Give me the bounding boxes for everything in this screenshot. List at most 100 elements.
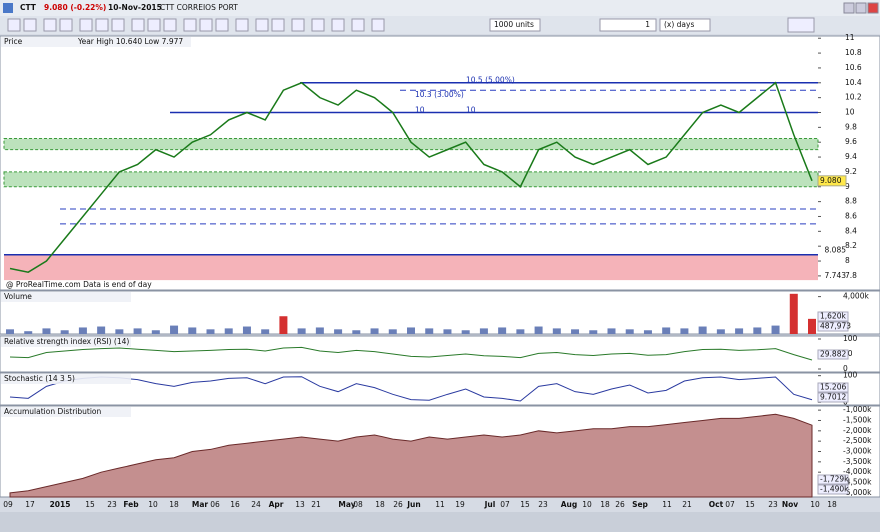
readout-box xyxy=(817,484,849,495)
volume-bar xyxy=(115,329,124,334)
tool-icons xyxy=(7,17,815,33)
volume-bar xyxy=(808,318,816,334)
tool-button[interactable] xyxy=(79,18,93,32)
level-label: 8.085 xyxy=(825,246,847,255)
panel-title: Relative strength index (RSI) (14) xyxy=(4,337,129,346)
y-tick-label: -5,000k xyxy=(843,488,872,497)
panel-header xyxy=(1,292,131,302)
volume-bar xyxy=(60,330,69,334)
volume-bar xyxy=(716,329,725,334)
tool-button[interactable] xyxy=(111,18,125,32)
x-tick-label: 23 xyxy=(107,500,117,509)
chart-type-button[interactable] xyxy=(787,17,815,33)
tool-button[interactable] xyxy=(371,18,385,32)
units: 1000 units xyxy=(494,20,534,29)
tool-button[interactable] xyxy=(311,18,325,32)
y-tick-label: -3,500k xyxy=(843,457,872,466)
readout-box xyxy=(817,321,849,332)
price-line xyxy=(9,81,813,273)
stochastic-line xyxy=(9,376,813,402)
level-label: 7.743 xyxy=(825,271,847,280)
close-button[interactable] xyxy=(867,2,879,14)
annotation: 10.5 (5.00%) xyxy=(466,75,515,84)
x-tick-label: Jul xyxy=(484,500,496,509)
tool-button[interactable] xyxy=(23,18,37,32)
panel xyxy=(0,290,880,335)
tool-button[interactable] xyxy=(95,18,109,32)
x-tick-label: Oct xyxy=(709,500,724,509)
x-tick-label: 18 xyxy=(827,500,837,509)
support-zone xyxy=(3,171,819,188)
x-tick-label: 09 xyxy=(3,500,13,509)
period-count-input[interactable] xyxy=(599,18,657,32)
x-tick-label: 07 xyxy=(725,500,735,509)
y-tick-label: 4,000k xyxy=(843,292,869,301)
x-tick-label: Sep xyxy=(632,500,648,509)
tool-button[interactable] xyxy=(199,18,213,32)
volume-bar xyxy=(279,316,288,334)
y-tick-label: 100 xyxy=(843,371,858,380)
annotation: 10 xyxy=(466,105,476,114)
volume-bar xyxy=(479,328,488,334)
readout-box xyxy=(817,392,849,403)
volume-bar xyxy=(771,325,780,334)
panel-title: Volume xyxy=(4,292,32,301)
y-tick-label: 8 xyxy=(845,256,850,265)
tool-button[interactable] xyxy=(131,18,145,32)
annotation: 10.3 (3.00%) xyxy=(415,90,464,99)
tool-button[interactable] xyxy=(43,18,57,32)
tool-button[interactable] xyxy=(163,18,177,32)
y-tick-label: 9.4 xyxy=(845,152,857,161)
y-tick-label: -3,000k xyxy=(843,447,872,456)
support-zone xyxy=(3,137,819,151)
tool-button[interactable] xyxy=(351,18,365,32)
app-icon xyxy=(3,3,13,13)
y-tick-label: -1,500k xyxy=(843,415,872,424)
maximize-button[interactable] xyxy=(855,2,867,14)
y-tick-label: 10 xyxy=(845,107,855,116)
volume-bar xyxy=(498,327,507,334)
volume-bar xyxy=(42,328,51,334)
x-tick-label: 21 xyxy=(682,500,692,509)
rsi-line xyxy=(9,346,813,361)
units-select[interactable] xyxy=(489,18,541,32)
readout-box xyxy=(817,382,849,393)
period-unit-select[interactable] xyxy=(659,18,711,32)
y-tick-label: -2,000k xyxy=(843,426,872,435)
panel-title: Price xyxy=(4,37,23,46)
x-tick-label: Nov xyxy=(782,500,798,509)
tool-button[interactable] xyxy=(235,18,249,32)
tool-button[interactable] xyxy=(183,18,197,32)
x-tick-label: 08 xyxy=(353,500,363,509)
period-count: 1 xyxy=(645,20,650,29)
volume-bar xyxy=(188,327,197,334)
y-tick-label: 100 xyxy=(843,334,858,343)
tool-button[interactable] xyxy=(255,18,269,32)
tool-button[interactable] xyxy=(291,18,305,32)
volume-bar xyxy=(133,328,142,334)
y-tick-label: 9.2 xyxy=(845,167,857,176)
tool-button[interactable] xyxy=(271,18,285,32)
x-tick-label: 16 xyxy=(230,500,240,509)
readout: 1,620k xyxy=(820,312,846,321)
panel-title: Stochastic (14 3 5) xyxy=(4,374,75,383)
readout: 487,973 xyxy=(820,322,851,331)
tool-button[interactable] xyxy=(147,18,161,32)
volume-bar xyxy=(643,330,652,334)
panel xyxy=(0,372,880,406)
volume-bar xyxy=(425,328,434,334)
x-tick-label: 13 xyxy=(295,500,305,509)
tool-button[interactable] xyxy=(7,18,21,32)
volume-bar xyxy=(206,329,215,334)
tool-button[interactable] xyxy=(59,18,73,32)
minimize-button[interactable] xyxy=(843,2,855,14)
readout-box xyxy=(817,474,849,485)
x-tick-label: 2015 xyxy=(50,500,71,509)
volume-bar xyxy=(242,326,251,334)
volume-bar xyxy=(6,329,14,334)
tool-button[interactable] xyxy=(331,18,345,32)
readout: 29.882 xyxy=(820,350,846,359)
resistance-zone xyxy=(4,254,818,281)
tool-button[interactable] xyxy=(215,18,229,32)
